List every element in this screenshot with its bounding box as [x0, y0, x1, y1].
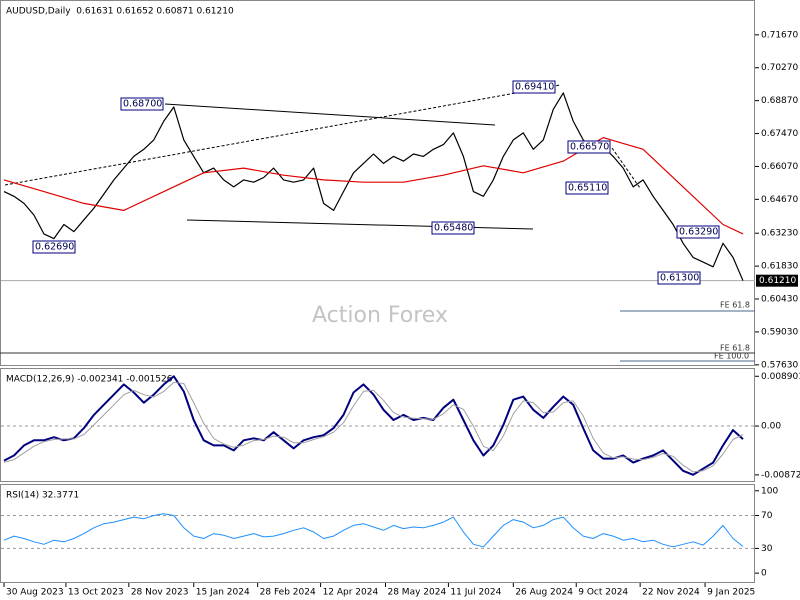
y-tick-label: -0.008729 [761, 470, 800, 480]
y-tick-label: 0.66070 [761, 162, 798, 172]
y-tick-label: 0.67470 [761, 129, 798, 139]
y-tick-label: 100 [761, 486, 778, 496]
x-tick-label: 9 Jan 2025 [707, 588, 755, 598]
fe-label: FE 61.8 [720, 344, 750, 353]
x-tick-label: 22 Nov 2024 [642, 588, 700, 598]
y-tick-label: 70 [761, 511, 773, 521]
y-tick-label: 0.70270 [761, 63, 798, 73]
x-tick-label: 30 Aug 2023 [6, 588, 64, 598]
panel-title: RSI(14) 32.3771 [6, 491, 79, 501]
y-tick-label: 0.64670 [761, 195, 798, 205]
x-tick-label: 28 Nov 2023 [131, 588, 189, 598]
annotation: 0.69410 [515, 82, 554, 93]
annotation-box [657, 271, 701, 285]
annotation-box [567, 140, 611, 154]
y-tick-label: 0.59030 [761, 327, 798, 337]
annotation-box [565, 181, 609, 195]
x-tick-label: 13 Oct 2023 [68, 588, 124, 598]
panel-title: MACD(12,26,9) -0.002341 -0.001526 [6, 375, 173, 385]
x-tick-label: 28 Feb 2024 [260, 588, 316, 598]
x-tick-label: 9 Oct 2024 [578, 588, 628, 598]
trendline [164, 103, 496, 126]
annotation-box [676, 225, 720, 239]
annotation: 0.62690 [35, 242, 74, 253]
y-tick-label: 0 [761, 569, 767, 579]
y-tick-label: 0.00 [761, 422, 781, 432]
annotation: 0.65480 [434, 223, 473, 234]
watermark: Action Forex [312, 303, 448, 328]
y-tick-label: 30 [761, 544, 773, 554]
series-line [3, 92, 744, 281]
panel-title: AUDUSD,Daily 0.61631 0.61652 0.60871 0.6… [6, 7, 234, 17]
y-tick-label: 0.68870 [761, 96, 798, 106]
series-line [3, 381, 744, 473]
x-tick-label: 11 Jul 2024 [450, 588, 501, 598]
y-tick-label: 0.63230 [761, 229, 798, 239]
last-price-box [756, 274, 798, 287]
y-tick-label: 0.57630 [761, 360, 798, 370]
y-tick-label: 0.008901 [761, 372, 800, 382]
annotation-box [32, 240, 76, 254]
annotation-box [431, 221, 475, 235]
annotation: 0.68700 [123, 99, 162, 110]
series-line [3, 513, 744, 548]
annotation: 0.61300 [660, 273, 699, 284]
series-line [3, 375, 744, 476]
macd-panel [0, 368, 755, 482]
series-line [3, 137, 744, 235]
x-tick-label: 12 Apr 2024 [323, 588, 379, 598]
annotation-box [120, 97, 164, 111]
price-panel [0, 0, 755, 366]
trendline [4, 84, 561, 186]
y-tick-label: 0.61830 [761, 262, 798, 272]
y-tick-label: 0.71670 [761, 30, 798, 40]
fe-label: FE 100.0 [714, 352, 749, 361]
x-tick-label: 28 May 2024 [387, 588, 446, 598]
annotation: 0.63290 [679, 227, 718, 238]
y-tick-label: 0.60430 [761, 295, 798, 305]
last-price-label: 0.61210 [759, 276, 796, 286]
rsi-panel [0, 484, 755, 583]
x-tick-label: 26 Aug 2024 [515, 588, 573, 598]
annotation: 0.65110 [568, 183, 607, 194]
annotation: 0.66570 [570, 142, 609, 153]
fe-label: FE 61.8 [720, 301, 750, 310]
trendline [186, 219, 534, 230]
x-tick-label: 15 Jan 2024 [196, 588, 250, 598]
trendline [611, 147, 641, 189]
annotation-box [512, 80, 556, 94]
